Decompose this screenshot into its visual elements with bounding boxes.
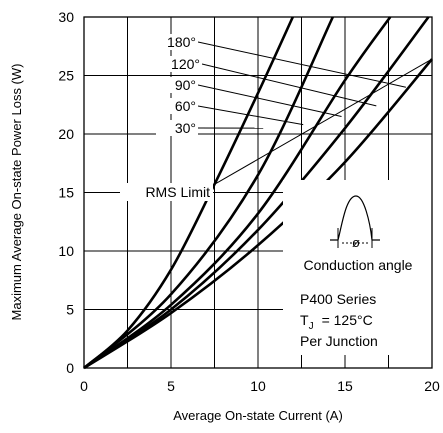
label-bg [156, 34, 198, 50]
inset-box: ø Conduction angle P400 Series TJ = 125°C… [283, 180, 433, 355]
label-bg [156, 77, 198, 93]
y-tick-label: 0 [66, 360, 74, 376]
angle-label-60: 60° [175, 98, 196, 114]
y-tick-label: 10 [58, 243, 74, 259]
y-tick-label: 15 [58, 185, 74, 201]
leader-lines [197, 41, 407, 129]
curve-30deg [83, 16, 294, 369]
curve-180deg [83, 58, 433, 370]
rms-label-bg [120, 183, 213, 201]
x-tick-label: 0 [80, 378, 88, 394]
rms-limit-line [214, 58, 433, 185]
tj-subscript: J [309, 321, 314, 332]
x-tick-label: 15 [337, 378, 353, 394]
tj-value: = 125°C [322, 312, 373, 328]
angle-label-30: 30° [175, 120, 196, 136]
angle-label-120: 120° [171, 56, 200, 72]
label-bg [156, 120, 198, 136]
y-tick-labels: 0 5 10 15 20 25 30 [58, 9, 74, 376]
label-bg [156, 98, 198, 114]
angle-labels: 180° 120° 90° 60° 30° [156, 34, 202, 136]
tj-symbol: T [300, 312, 309, 328]
y-tick-label: 30 [58, 9, 74, 25]
leader-line [197, 41, 407, 88]
rms-limit-label: RMS Limit [145, 184, 210, 200]
x-tick-label: 5 [167, 378, 175, 394]
plot-frame [83, 16, 433, 369]
per-junction-text: Per Junction [300, 333, 378, 349]
curves [83, 16, 433, 370]
inset-bg [283, 180, 433, 355]
leader-line [197, 105, 304, 126]
angle-label-90: 90° [175, 77, 196, 93]
curve-60deg [83, 16, 334, 369]
label-bg [160, 56, 202, 72]
leader-line [197, 84, 342, 117]
y-axis-title: Maximum Average On-state Power Loss (W) [9, 64, 24, 321]
x-tick-label: 20 [424, 378, 440, 394]
angle-label-180: 180° [167, 34, 196, 50]
y-tick-label: 25 [58, 68, 74, 84]
x-tick-label: 10 [250, 378, 266, 394]
conduction-waveform [330, 195, 380, 241]
leader-line [201, 63, 377, 107]
curve-90deg [83, 16, 392, 370]
series-text: P400 Series [300, 291, 376, 307]
conduction-angle-caption: Conduction angle [304, 257, 413, 273]
y-tick-label: 20 [58, 126, 74, 142]
x-axis-title: Average On-state Current (A) [173, 408, 343, 423]
tj-text: TJ = 125°C [300, 312, 373, 332]
y-tick-label: 5 [66, 302, 74, 318]
x-tick-labels: 0 5 10 15 20 [80, 378, 440, 394]
conduction-symbol: ø [352, 235, 360, 250]
curve-120deg [83, 16, 430, 370]
